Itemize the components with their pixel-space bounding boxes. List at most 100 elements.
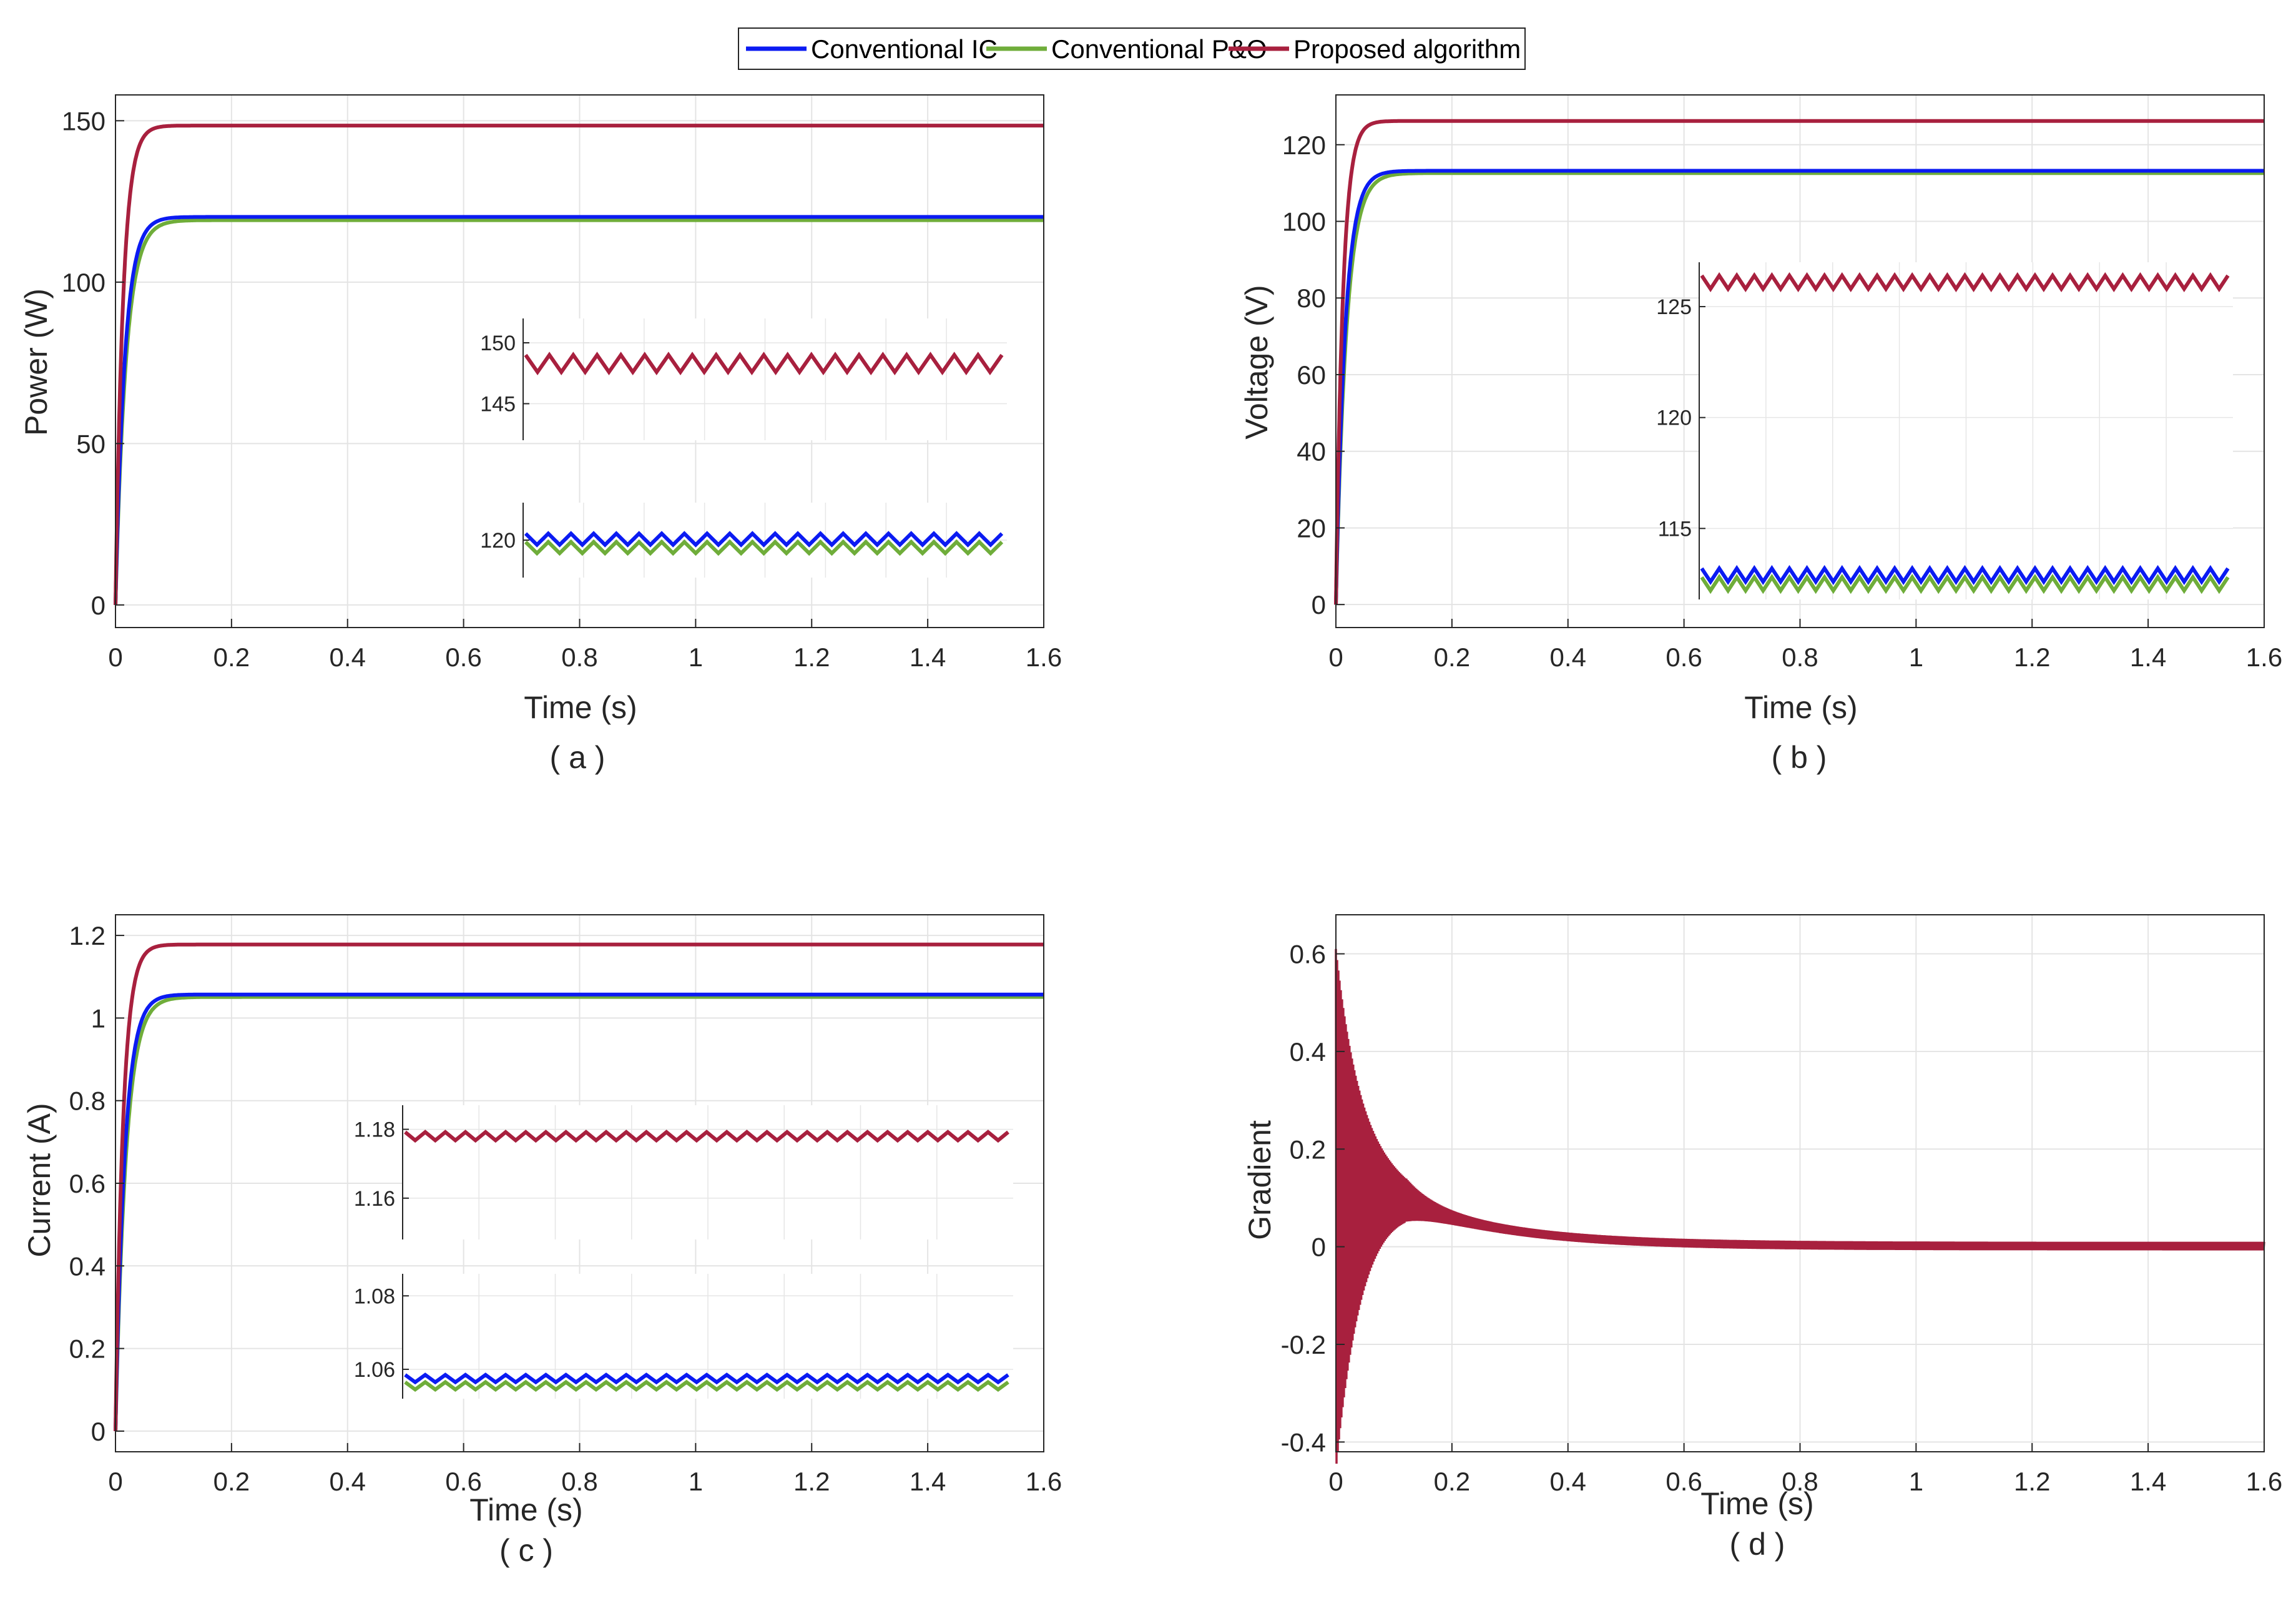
series-line-b-0 xyxy=(1334,171,2264,607)
legend-label-2: Proposed algorithm xyxy=(1293,34,1521,64)
inset-series-b-0-2 xyxy=(1700,272,2230,293)
y-tick-label-a-1: 50 xyxy=(76,429,105,458)
x-tick-label-a-1: 0.2 xyxy=(213,643,250,672)
x-tick-label-c-1: 0.2 xyxy=(213,1467,250,1496)
x-tick-label-b-1: 0.2 xyxy=(1434,643,1470,672)
inset-y-tick-label-c-1-0: 1.06 xyxy=(354,1358,395,1382)
series-line-a-2 xyxy=(114,124,1044,607)
inset-y-tick-label-a-1-0: 120 xyxy=(480,529,516,553)
y-axis-label-d: Gradient xyxy=(1242,1120,1277,1240)
y-tick-label-d-5: 0.6 xyxy=(1290,940,1326,969)
legend: Conventional IC Conventional P&O Proposed … xyxy=(738,27,1526,70)
y-tick-label-a-2: 100 xyxy=(62,268,105,297)
inset-series-a-1-1 xyxy=(524,531,1004,548)
inset-y-tick-label-b-0-1: 120 xyxy=(1656,406,1692,430)
x-tick-label-a-0: 0 xyxy=(108,643,122,672)
y-tick-label-b-1: 20 xyxy=(1297,513,1326,543)
y-axis-label-a: Power (W) xyxy=(19,288,54,436)
legend-label-0: Conventional IC xyxy=(811,34,998,64)
panel-b: 0 0.2 0.4 0.6 0.8 1 1.2 1.4 1.6 0 20 40 60 80 100 120 Ti… xyxy=(1239,94,2282,775)
inset-series-c-1-0 xyxy=(404,1379,1009,1392)
y-axis-label-b: Voltage (V) xyxy=(1239,285,1274,439)
inset-series-a-1-0 xyxy=(524,539,1004,556)
x-tick-label-a-3: 0.6 xyxy=(445,643,481,672)
inset-series-b-0-1 xyxy=(1700,564,2230,586)
y-tick-label-d-4: 0.4 xyxy=(1290,1037,1326,1067)
inset-y-tick-label-c-1-1: 1.08 xyxy=(354,1284,395,1308)
series-line-b-2 xyxy=(1334,119,2264,606)
y-tick-label-b-3: 60 xyxy=(1297,360,1326,390)
y-tick-label-c-5: 1 xyxy=(91,1003,105,1033)
panel-caption-a: ( a ) xyxy=(550,740,606,775)
inset-c-0: 1.16 1.18 xyxy=(354,1105,1013,1239)
inset-y-tick-label-c-0-0: 1.16 xyxy=(354,1187,395,1211)
x-tick-label-a-8: 1.6 xyxy=(1026,643,1062,672)
x-tick-label-b-7: 1.4 xyxy=(2130,643,2166,672)
series-line-a-1 xyxy=(114,215,1044,607)
y-tick-label-b-6: 120 xyxy=(1282,131,1326,160)
x-tick-label-c-0: 0 xyxy=(108,1467,122,1496)
y-tick-label-d-3: 0.2 xyxy=(1290,1135,1326,1164)
y-tick-label-d-2: 0 xyxy=(1312,1233,1326,1262)
x-tick-label-d-1: 0.2 xyxy=(1434,1467,1470,1496)
x-tick-label-b-5: 1 xyxy=(1909,643,1923,672)
y-tick-label-c-6: 1.2 xyxy=(69,921,105,950)
x-tick-label-d-8: 1.6 xyxy=(2246,1467,2282,1496)
x-tick-label-d-2: 0.4 xyxy=(1550,1467,1586,1496)
panel-caption-c: ( c ) xyxy=(499,1533,553,1568)
x-tick-label-a-5: 1 xyxy=(689,643,703,672)
panel-caption-d: ( d ) xyxy=(1730,1527,1785,1562)
y-tick-label-c-4: 0.8 xyxy=(69,1086,105,1116)
x-tick-label-c-4: 0.8 xyxy=(561,1467,597,1496)
x-axis-label-d: Time (s) xyxy=(1700,1486,1813,1521)
series-line-c-2 xyxy=(114,942,1044,1433)
x-tick-label-b-0: 0 xyxy=(1328,643,1343,672)
x-tick-label-c-7: 1.4 xyxy=(910,1467,946,1496)
x-tick-label-b-3: 0.6 xyxy=(1666,643,1702,672)
inset-y-tick-label-b-0-0: 115 xyxy=(1658,517,1692,541)
inset-series-a-0-0 xyxy=(524,352,1004,376)
y-tick-label-b-4: 80 xyxy=(1297,283,1326,313)
inset-y-tick-label-c-0-1: 1.18 xyxy=(354,1118,395,1142)
inset-series-b-0-0 xyxy=(1700,574,2230,594)
x-tick-label-d-3: 0.6 xyxy=(1666,1467,1702,1496)
x-axis-label-c: Time (s) xyxy=(469,1492,582,1527)
inset-a-0: 145 150 xyxy=(480,318,1007,440)
panel-d: 0 0.2 0.4 0.6 0.8 1 1.2 1.4 1.6 -0.4 -0.2 0 0.2 0.4 0.… xyxy=(1242,914,2282,1562)
panel-a: 0 0.2 0.4 0.6 0.8 1 1.2 1.4 1.6 0 50 100 150 Time (s)… xyxy=(19,94,1062,775)
x-axis-label-b: Time (s) xyxy=(1744,690,1857,725)
x-tick-label-d-4: 0.8 xyxy=(1782,1467,1818,1496)
inset-c-1: 1.06 1.08 xyxy=(354,1274,1013,1399)
inset-series-c-0-0 xyxy=(404,1130,1009,1143)
x-tick-label-b-2: 0.4 xyxy=(1550,643,1586,672)
x-tick-label-b-6: 1.2 xyxy=(2014,643,2050,672)
series-line-a-0 xyxy=(114,218,1044,607)
x-tick-label-b-8: 1.6 xyxy=(2246,643,2282,672)
panel-caption-b: ( b ) xyxy=(1772,740,1827,775)
y-tick-label-c-1: 0.2 xyxy=(69,1334,105,1364)
x-tick-label-a-6: 1.2 xyxy=(793,643,830,672)
x-tick-label-a-4: 0.8 xyxy=(561,643,597,672)
y-tick-label-a-0: 0 xyxy=(91,591,105,620)
y-tick-label-b-2: 40 xyxy=(1297,437,1326,466)
series-line-c-0 xyxy=(114,995,1044,1433)
x-tick-label-c-5: 1 xyxy=(689,1467,703,1496)
inset-b-0: 115 120 125 xyxy=(1656,262,2233,599)
y-tick-label-d-0: -0.4 xyxy=(1281,1427,1326,1457)
y-tick-label-b-0: 0 xyxy=(1312,590,1326,619)
x-tick-label-d-6: 1.2 xyxy=(2014,1467,2050,1496)
x-tick-label-c-3: 0.6 xyxy=(445,1467,481,1496)
x-axis-label-a: Time (s) xyxy=(524,690,637,725)
x-tick-label-d-7: 1.4 xyxy=(2130,1467,2166,1496)
y-tick-label-c-3: 0.6 xyxy=(69,1169,105,1198)
x-tick-label-d-5: 1 xyxy=(1909,1467,1923,1496)
series-line-c-1 xyxy=(114,992,1044,1433)
inset-series-c-1-1 xyxy=(404,1372,1009,1385)
inset-y-tick-label-a-0-1: 150 xyxy=(480,332,516,355)
inset-y-tick-label-a-0-0: 145 xyxy=(480,393,516,416)
y-tick-label-a-3: 150 xyxy=(62,106,105,135)
x-tick-label-a-7: 1.4 xyxy=(910,643,946,672)
y-tick-label-d-1: -0.2 xyxy=(1281,1330,1326,1359)
x-tick-label-c-6: 1.2 xyxy=(793,1467,830,1496)
